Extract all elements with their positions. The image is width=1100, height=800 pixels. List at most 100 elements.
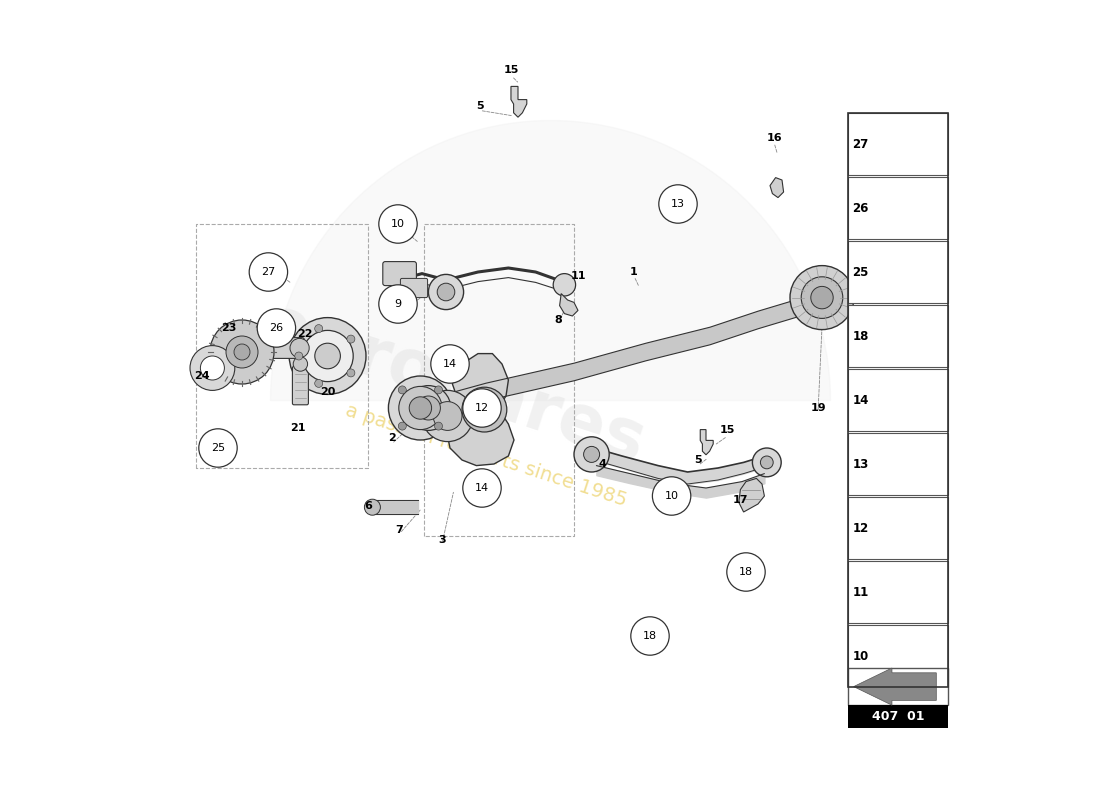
Circle shape bbox=[434, 422, 442, 430]
Text: europares: europares bbox=[254, 290, 653, 478]
Circle shape bbox=[422, 390, 473, 442]
Circle shape bbox=[431, 345, 470, 383]
Polygon shape bbox=[422, 297, 806, 418]
Circle shape bbox=[659, 185, 697, 223]
Text: 407  01: 407 01 bbox=[871, 710, 924, 723]
Text: 5: 5 bbox=[476, 101, 483, 110]
Text: 16: 16 bbox=[767, 133, 782, 142]
Text: 27: 27 bbox=[262, 267, 275, 277]
FancyBboxPatch shape bbox=[400, 278, 428, 298]
Circle shape bbox=[406, 386, 451, 430]
Text: 20: 20 bbox=[320, 387, 336, 397]
Bar bbox=[848, 433, 948, 495]
Circle shape bbox=[553, 274, 575, 296]
Text: 7: 7 bbox=[396, 525, 404, 534]
Circle shape bbox=[315, 343, 340, 369]
Circle shape bbox=[294, 357, 308, 371]
Text: 12: 12 bbox=[475, 403, 490, 413]
Text: 25: 25 bbox=[852, 266, 869, 278]
Bar bbox=[848, 706, 948, 728]
Circle shape bbox=[210, 320, 274, 384]
Circle shape bbox=[378, 285, 417, 323]
Circle shape bbox=[399, 386, 442, 430]
Text: 19: 19 bbox=[811, 403, 826, 413]
Circle shape bbox=[811, 286, 833, 309]
Circle shape bbox=[437, 283, 454, 301]
Bar bbox=[848, 369, 948, 431]
Circle shape bbox=[463, 389, 502, 427]
Text: 3: 3 bbox=[438, 535, 446, 545]
Bar bbox=[848, 177, 948, 239]
Text: 13: 13 bbox=[671, 199, 685, 209]
Text: 15: 15 bbox=[504, 66, 519, 75]
Text: 14: 14 bbox=[443, 359, 458, 369]
Text: 10: 10 bbox=[390, 219, 405, 229]
Text: 18: 18 bbox=[642, 631, 657, 641]
Polygon shape bbox=[448, 354, 514, 466]
Polygon shape bbox=[854, 668, 936, 706]
Bar bbox=[848, 113, 948, 175]
Text: 6: 6 bbox=[364, 501, 372, 510]
Text: 10: 10 bbox=[664, 491, 679, 501]
Polygon shape bbox=[512, 86, 527, 117]
Bar bbox=[848, 113, 948, 687]
Circle shape bbox=[409, 397, 431, 419]
Circle shape bbox=[250, 253, 287, 291]
Text: 11: 11 bbox=[852, 586, 869, 598]
Text: 17: 17 bbox=[733, 495, 748, 505]
Text: 15: 15 bbox=[719, 426, 735, 435]
Circle shape bbox=[199, 429, 238, 467]
Text: 14: 14 bbox=[475, 483, 490, 493]
Bar bbox=[848, 305, 948, 367]
Text: 1: 1 bbox=[630, 267, 638, 277]
Circle shape bbox=[295, 352, 302, 360]
Polygon shape bbox=[560, 294, 578, 316]
Circle shape bbox=[463, 469, 502, 507]
Circle shape bbox=[190, 346, 234, 390]
Text: 27: 27 bbox=[852, 138, 869, 150]
Text: 18: 18 bbox=[852, 330, 869, 342]
Circle shape bbox=[652, 477, 691, 515]
Polygon shape bbox=[739, 478, 764, 512]
Bar bbox=[848, 497, 948, 559]
Text: 18: 18 bbox=[739, 567, 754, 577]
Text: 9: 9 bbox=[395, 299, 402, 309]
Circle shape bbox=[752, 448, 781, 477]
Text: 24: 24 bbox=[195, 371, 210, 381]
Circle shape bbox=[584, 446, 600, 462]
Circle shape bbox=[398, 422, 406, 430]
FancyBboxPatch shape bbox=[260, 338, 305, 358]
Text: 22: 22 bbox=[297, 330, 312, 339]
Polygon shape bbox=[770, 178, 783, 198]
Polygon shape bbox=[701, 430, 713, 454]
Circle shape bbox=[346, 335, 355, 343]
Text: 26: 26 bbox=[852, 202, 869, 214]
FancyBboxPatch shape bbox=[383, 262, 417, 286]
Circle shape bbox=[433, 402, 462, 430]
Circle shape bbox=[378, 205, 417, 243]
Circle shape bbox=[398, 386, 406, 394]
Circle shape bbox=[428, 274, 463, 310]
Circle shape bbox=[364, 499, 381, 515]
Circle shape bbox=[760, 456, 773, 469]
Text: 8: 8 bbox=[554, 315, 562, 325]
Circle shape bbox=[630, 617, 669, 655]
Text: 26: 26 bbox=[270, 323, 284, 333]
Text: 25: 25 bbox=[211, 443, 226, 453]
Circle shape bbox=[290, 338, 309, 358]
Circle shape bbox=[302, 330, 353, 382]
Circle shape bbox=[462, 387, 507, 432]
Circle shape bbox=[346, 369, 355, 377]
Text: 13: 13 bbox=[852, 458, 869, 470]
Circle shape bbox=[790, 266, 854, 330]
Circle shape bbox=[574, 437, 609, 472]
Circle shape bbox=[801, 277, 843, 318]
Text: a passion for parts since 1985: a passion for parts since 1985 bbox=[343, 402, 629, 510]
Bar bbox=[848, 625, 948, 687]
Circle shape bbox=[257, 309, 296, 347]
Text: 23: 23 bbox=[221, 323, 236, 333]
Circle shape bbox=[200, 356, 224, 380]
Bar bbox=[848, 668, 948, 706]
Text: 11: 11 bbox=[570, 271, 585, 281]
Text: 2: 2 bbox=[387, 434, 396, 443]
